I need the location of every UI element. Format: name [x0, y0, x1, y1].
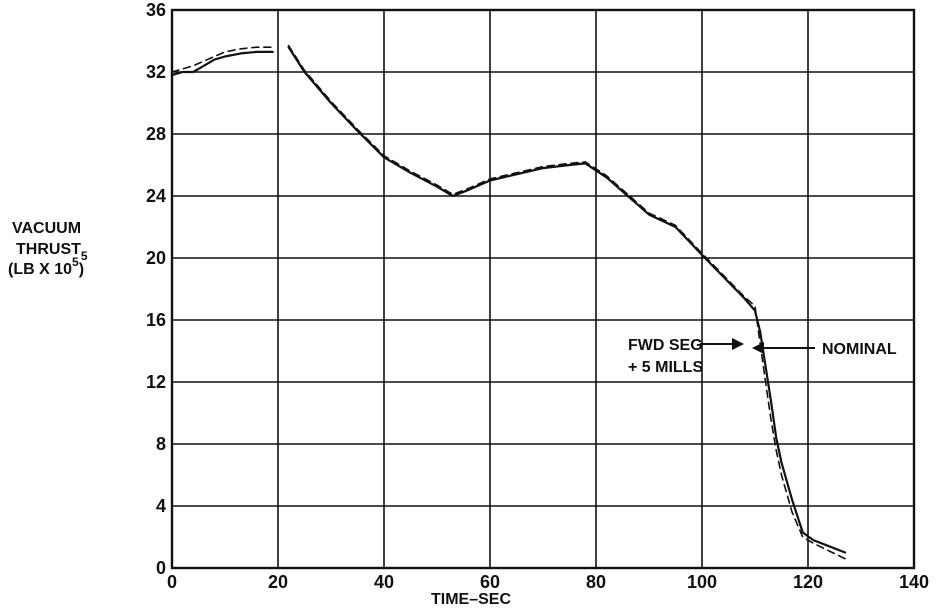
x-axis-title: TIME–SEC	[431, 591, 511, 608]
x-tick-label-40: 40	[374, 572, 394, 592]
y-axis-title-line2: THRUST5	[16, 241, 88, 263]
series-lines	[170, 44, 847, 560]
grid-lines	[172, 10, 914, 568]
y-tick-label-28: 28	[146, 124, 166, 144]
y-tick-label-16: 16	[146, 310, 166, 330]
tick-labels: 0 20 40 60 80 100 120 140 0 4 8 12 16 20 24 28 32 36	[146, 0, 929, 592]
x-tick-label-60: 60	[480, 572, 500, 592]
x-tick-label-140: 140	[899, 572, 929, 592]
y-tick-label-8: 8	[156, 434, 166, 454]
x-tick-label-120: 120	[793, 572, 823, 592]
series-line-fwd-seg-5-mills-1	[287, 44, 846, 560]
series-line-fwd-seg-5-mills-0	[171, 46, 274, 73]
y-tick-label-32: 32	[146, 62, 166, 82]
y-tick-label-36: 36	[146, 0, 166, 20]
annotation-plus-5-mills: + 5 MILLS	[628, 359, 703, 376]
x-tick-label-80: 80	[586, 572, 606, 592]
x-tick-label-0: 0	[167, 572, 177, 592]
y-axis-title-line1: VACUUM	[12, 220, 81, 237]
y-axis-title-sup: 5	[81, 249, 88, 263]
plot-frame	[170, 8, 916, 570]
series-line-nominal-1	[287, 46, 847, 554]
y-axis-title-close: )	[79, 261, 84, 278]
series-line-nominal-0	[170, 50, 274, 77]
annotation-nominal: NOMINAL	[822, 341, 897, 358]
y-tick-label-12: 12	[146, 372, 166, 392]
y-axis-title-thrust: THRUST	[16, 241, 81, 258]
x-tick-label-100: 100	[687, 572, 717, 592]
y-axis-title-exp: 5	[72, 255, 79, 269]
y-tick-label-20: 20	[146, 248, 166, 268]
y-tick-label-4: 4	[156, 496, 166, 516]
y-axis-title-line3: (LB X 105)	[8, 255, 84, 278]
x-tick-label-20: 20	[268, 572, 288, 592]
y-axis-title-units: (LB X 10	[8, 261, 72, 278]
y-tick-label-0: 0	[156, 558, 166, 578]
arrowhead-nominal	[752, 342, 764, 354]
annotation-fwd-seg: FWD SEG	[628, 337, 703, 354]
arrowhead-fwd-seg	[732, 338, 744, 350]
y-tick-label-24: 24	[146, 186, 166, 206]
